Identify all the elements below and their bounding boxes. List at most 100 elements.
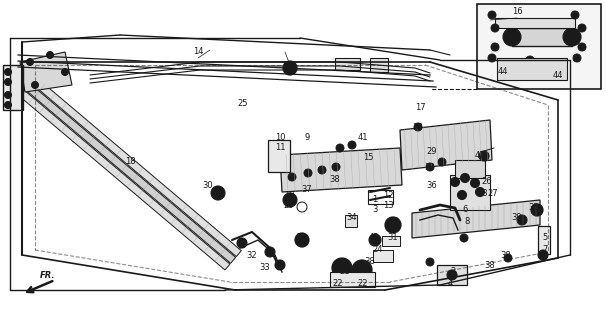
Text: 42: 42 bbox=[474, 150, 485, 159]
Circle shape bbox=[211, 186, 225, 200]
Text: 37: 37 bbox=[302, 185, 312, 194]
Text: 16: 16 bbox=[511, 7, 522, 17]
Circle shape bbox=[438, 158, 446, 166]
Text: 25: 25 bbox=[238, 99, 248, 108]
Text: 10: 10 bbox=[275, 132, 285, 141]
Bar bbox=[437, 265, 467, 285]
Text: 36: 36 bbox=[427, 180, 438, 189]
Bar bbox=[345, 215, 357, 227]
Bar bbox=[370, 58, 388, 72]
Circle shape bbox=[544, 61, 552, 69]
Text: 32: 32 bbox=[247, 251, 258, 260]
Text: 28: 28 bbox=[388, 218, 399, 227]
Text: 13: 13 bbox=[382, 202, 393, 211]
Circle shape bbox=[450, 178, 459, 187]
Text: 23: 23 bbox=[478, 189, 488, 198]
Text: 40: 40 bbox=[295, 233, 305, 242]
Text: 22: 22 bbox=[333, 278, 343, 287]
Polygon shape bbox=[18, 89, 230, 270]
Circle shape bbox=[504, 254, 512, 262]
Circle shape bbox=[336, 144, 344, 152]
Circle shape bbox=[470, 179, 479, 188]
Circle shape bbox=[389, 221, 397, 229]
Polygon shape bbox=[24, 82, 236, 263]
Bar bbox=[330, 272, 375, 287]
Bar bbox=[495, 18, 575, 28]
Bar bbox=[373, 250, 393, 262]
Bar bbox=[368, 190, 393, 204]
Text: 5: 5 bbox=[542, 234, 548, 243]
Circle shape bbox=[332, 258, 352, 278]
Circle shape bbox=[426, 258, 434, 266]
Circle shape bbox=[27, 59, 33, 66]
Text: 39: 39 bbox=[511, 212, 522, 221]
Text: 41: 41 bbox=[358, 132, 368, 141]
Circle shape bbox=[283, 193, 297, 207]
Circle shape bbox=[304, 169, 312, 177]
Circle shape bbox=[571, 11, 579, 19]
Polygon shape bbox=[29, 76, 241, 257]
Circle shape bbox=[352, 260, 372, 280]
Circle shape bbox=[460, 234, 468, 242]
Circle shape bbox=[426, 163, 434, 171]
Text: 38: 38 bbox=[425, 164, 435, 172]
Text: 6: 6 bbox=[462, 205, 468, 214]
Circle shape bbox=[578, 24, 586, 32]
Text: 44: 44 bbox=[553, 70, 563, 79]
Text: 14: 14 bbox=[193, 47, 203, 57]
Text: 26: 26 bbox=[482, 178, 492, 187]
Text: 29: 29 bbox=[427, 148, 438, 156]
Bar bbox=[538, 226, 550, 254]
Bar bbox=[3, 65, 23, 110]
Text: 1: 1 bbox=[372, 196, 378, 204]
Circle shape bbox=[237, 238, 247, 248]
Circle shape bbox=[491, 24, 499, 32]
Text: 22: 22 bbox=[358, 278, 368, 287]
Bar bbox=[335, 58, 360, 70]
Bar bbox=[455, 160, 485, 178]
Text: 31: 31 bbox=[388, 233, 398, 242]
Text: 24: 24 bbox=[373, 244, 383, 253]
Circle shape bbox=[491, 43, 499, 51]
Text: 44: 44 bbox=[498, 68, 508, 76]
Circle shape bbox=[61, 68, 68, 76]
Text: 4: 4 bbox=[447, 278, 453, 287]
Circle shape bbox=[573, 54, 581, 62]
Circle shape bbox=[295, 233, 309, 247]
Circle shape bbox=[318, 166, 326, 174]
Circle shape bbox=[458, 190, 467, 199]
Text: 34: 34 bbox=[347, 213, 358, 222]
Circle shape bbox=[4, 78, 12, 85]
Circle shape bbox=[348, 141, 356, 149]
Text: 7: 7 bbox=[542, 245, 548, 254]
Circle shape bbox=[265, 247, 275, 257]
Text: 3: 3 bbox=[372, 205, 378, 214]
Text: 33: 33 bbox=[259, 263, 270, 273]
Text: 18: 18 bbox=[125, 157, 135, 166]
Text: 20: 20 bbox=[284, 202, 295, 211]
Circle shape bbox=[385, 217, 401, 233]
Circle shape bbox=[369, 234, 381, 246]
Circle shape bbox=[526, 56, 534, 64]
Circle shape bbox=[414, 123, 422, 131]
Circle shape bbox=[47, 52, 53, 59]
Circle shape bbox=[563, 28, 581, 46]
Text: 43: 43 bbox=[368, 233, 379, 242]
Text: 38: 38 bbox=[365, 257, 375, 266]
Polygon shape bbox=[400, 120, 492, 170]
Circle shape bbox=[538, 250, 548, 260]
Text: 17: 17 bbox=[415, 102, 425, 111]
Polygon shape bbox=[20, 52, 72, 92]
Bar bbox=[382, 236, 400, 246]
Text: 8: 8 bbox=[464, 218, 470, 227]
Circle shape bbox=[488, 54, 496, 62]
Circle shape bbox=[447, 270, 457, 280]
Polygon shape bbox=[280, 148, 402, 192]
Bar bbox=[268, 140, 290, 172]
Circle shape bbox=[4, 92, 12, 99]
Text: 15: 15 bbox=[363, 154, 373, 163]
Text: 38: 38 bbox=[413, 123, 424, 132]
Text: 38: 38 bbox=[501, 251, 511, 260]
Text: 35: 35 bbox=[528, 204, 539, 212]
Text: 21: 21 bbox=[340, 267, 350, 276]
